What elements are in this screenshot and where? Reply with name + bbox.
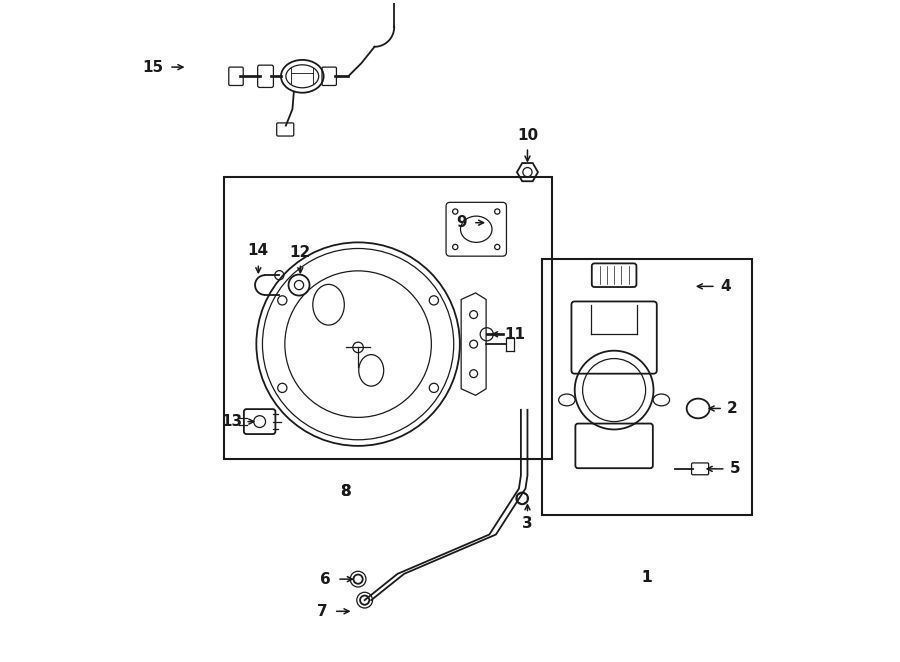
Text: 3: 3: [522, 516, 533, 531]
Text: 1: 1: [642, 570, 652, 585]
Bar: [223, 177, 552, 459]
Text: 9: 9: [456, 215, 467, 230]
Text: 5: 5: [730, 461, 741, 477]
Text: 7: 7: [317, 604, 328, 619]
Text: 11: 11: [504, 327, 525, 342]
Text: 13: 13: [221, 414, 243, 429]
Text: 2: 2: [727, 401, 738, 416]
Text: 6: 6: [320, 571, 330, 587]
Text: 1: 1: [642, 570, 652, 585]
Text: 15: 15: [143, 60, 164, 75]
Text: 12: 12: [290, 245, 311, 260]
Text: 8: 8: [339, 485, 350, 499]
Text: 4: 4: [720, 279, 731, 294]
Text: 8: 8: [339, 485, 350, 499]
Text: 10: 10: [517, 128, 538, 143]
Bar: [542, 259, 752, 515]
Text: 14: 14: [248, 244, 269, 258]
